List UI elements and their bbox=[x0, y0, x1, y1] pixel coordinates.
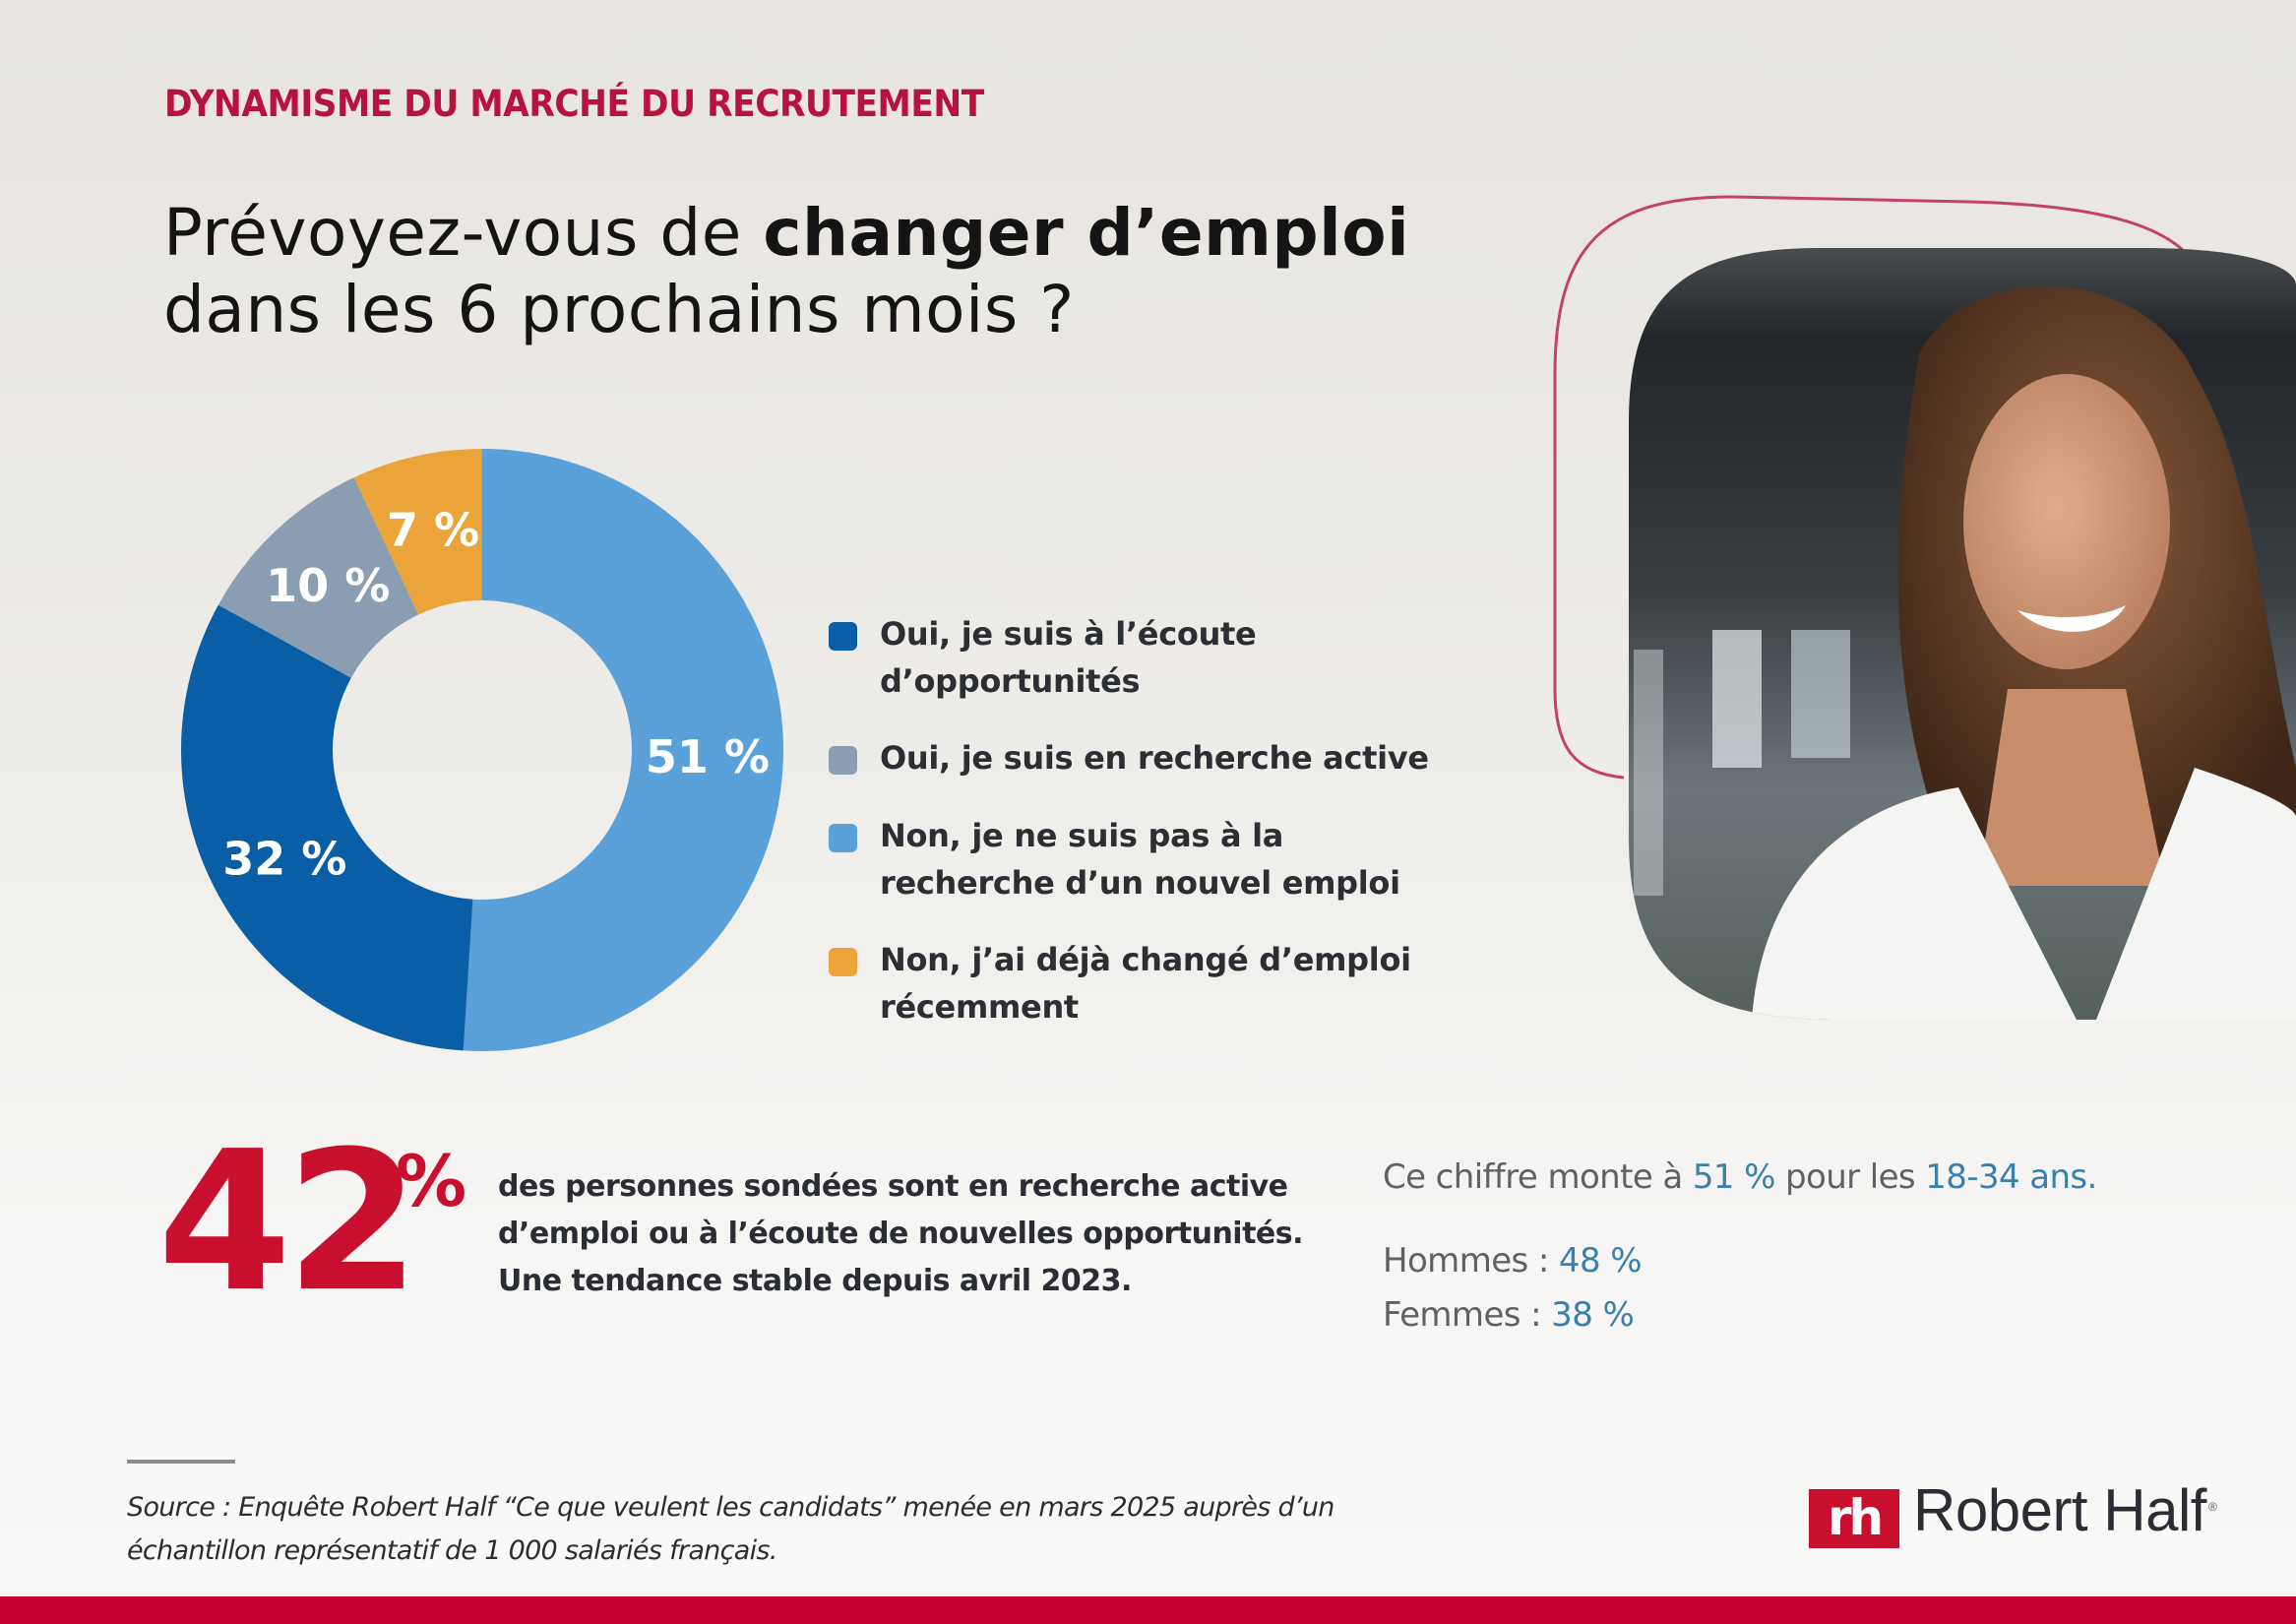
highlight-line: d’emploi ou à l’écoute de nouvelles oppo… bbox=[498, 1217, 1304, 1251]
logo-wordmark: Robert Half ® bbox=[1913, 1477, 2217, 1557]
highlight-value: 42 bbox=[157, 1110, 420, 1335]
highlight-unit: % bbox=[396, 1140, 467, 1222]
breakdown-text: pour les bbox=[1774, 1157, 1926, 1197]
section-kicker: DYNAMISME DU MARCHÉ DU RECRUTEMENT bbox=[164, 83, 984, 125]
men-stat: Hommes : 48 % bbox=[1383, 1234, 2097, 1288]
source-divider bbox=[127, 1460, 235, 1464]
breakdown: Ce chiffre monte à 51 % pour les 18-34 a… bbox=[1383, 1150, 2097, 1343]
chart-legend: Oui, je suis à l’écoute d’opportunités O… bbox=[829, 610, 1537, 1031]
age-breakdown: Ce chiffre monte à 51 % pour les 18-34 a… bbox=[1383, 1150, 2097, 1205]
women-stat: Femmes : 38 % bbox=[1383, 1288, 2097, 1343]
slice-label: 32 % bbox=[222, 832, 346, 885]
age-range: 18-34 ans. bbox=[1925, 1157, 2097, 1197]
highlight-description: des personnes sondées sont en recherche … bbox=[498, 1163, 1364, 1305]
slice-label: 10 % bbox=[266, 559, 390, 612]
legend-label: Oui, je suis à l’écoute d’opportunités bbox=[880, 615, 1257, 700]
title-line-1: Prévoyez-vous de changer d’emploi bbox=[163, 195, 1409, 272]
legend-label: Non, j’ai déjà changé d’emploi récemment bbox=[880, 941, 1411, 1026]
logo-mark: rh bbox=[1809, 1489, 1899, 1548]
legend-swatch bbox=[829, 746, 857, 775]
source-line: Source : Enquête Robert Half “Ce que veu… bbox=[127, 1492, 1334, 1523]
slice-label: 51 % bbox=[646, 730, 770, 783]
donut-slice bbox=[463, 449, 784, 1051]
robert-half-logo: rh Robert Half ® bbox=[1809, 1480, 2217, 1549]
legend-item: Oui, je suis en recherche active bbox=[829, 734, 1537, 781]
donut-slice bbox=[217, 477, 419, 678]
legend-swatch bbox=[829, 824, 857, 852]
legend-item: Non, je ne suis pas à la recherche d’un … bbox=[829, 812, 1537, 906]
highlight-line: Une tendance stable depuis avril 2023. bbox=[498, 1264, 1132, 1298]
legend-item: Oui, je suis à l’écoute d’opportunités bbox=[829, 610, 1537, 705]
donut-slice bbox=[180, 604, 473, 1051]
legend-swatch bbox=[829, 948, 857, 976]
source-line: échantillon représentatif de 1 000 salar… bbox=[127, 1535, 777, 1566]
source-note: Source : Enquête Robert Half “Ce que veu… bbox=[127, 1486, 1505, 1573]
highlight-line: des personnes sondées sont en recherche … bbox=[498, 1169, 1288, 1204]
logo-text: Robert Half bbox=[1913, 1477, 2206, 1543]
donut-slice bbox=[353, 449, 482, 615]
decorative-outline bbox=[1731, 195, 2189, 256]
breakdown-text: Ce chiffre monte à bbox=[1383, 1157, 1693, 1197]
women-value: 38 % bbox=[1551, 1295, 1635, 1335]
legend-swatch bbox=[829, 622, 857, 651]
men-label: Hommes : bbox=[1383, 1241, 1559, 1280]
women-label: Femmes : bbox=[1383, 1295, 1552, 1335]
men-value: 48 % bbox=[1558, 1241, 1643, 1280]
page-title: Prévoyez-vous de changer d’emploi dans l… bbox=[163, 195, 1409, 348]
legend-item: Non, j’ai déjà changé d’emploi récemment bbox=[829, 936, 1537, 1031]
title-line-2: dans les 6 prochains mois ? bbox=[163, 272, 1075, 347]
donut-chart: 51 % 32 % 10 %7 % bbox=[180, 449, 784, 1051]
legend-label: Oui, je suis en recherche active bbox=[880, 739, 1429, 777]
title-text: Prévoyez-vous de bbox=[163, 195, 764, 271]
legend-label: Non, je ne suis pas à la recherche d’un … bbox=[880, 817, 1400, 902]
title-emphasis: changer d’emploi bbox=[763, 195, 1410, 271]
age-value: 51 % bbox=[1692, 1157, 1776, 1197]
slice-label: 7 % bbox=[387, 504, 479, 557]
bottom-brand-bar bbox=[0, 1596, 2296, 1624]
registered-mark: ® bbox=[2207, 1500, 2217, 1514]
